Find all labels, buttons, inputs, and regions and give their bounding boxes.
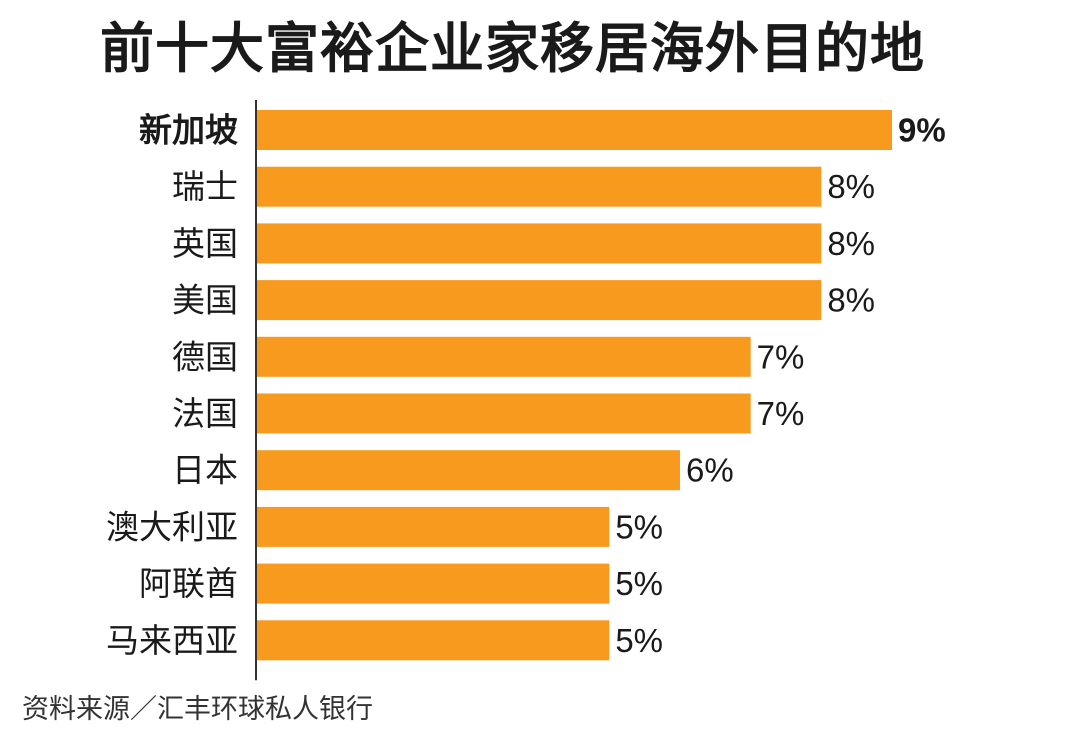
bar-0 <box>256 110 892 150</box>
category-label-2: 英国 <box>172 224 238 263</box>
category-label-5: 法国 <box>172 394 238 433</box>
value-label-7: 5% <box>615 508 663 545</box>
value-label-1: 8% <box>827 168 875 205</box>
source-note: 资料来源／汇丰环球私人银行 <box>22 694 373 725</box>
value-label-3: 8% <box>827 282 875 319</box>
category-label-0: 新加坡 <box>139 111 238 150</box>
bar-7 <box>256 506 610 547</box>
value-label-6: 6% <box>686 452 734 489</box>
bar-1 <box>256 166 822 207</box>
category-label-9: 马来西亚 <box>106 621 238 660</box>
bar-8 <box>256 563 610 604</box>
category-label-6: 日本 <box>172 451 238 490</box>
chart-title: 前十大富裕企业家移居海外目的地 <box>100 17 925 80</box>
category-label-4: 德国 <box>172 337 238 376</box>
bar-4 <box>256 336 751 377</box>
value-label-4: 7% <box>757 338 805 375</box>
category-label-8: 阿联酋 <box>139 564 238 603</box>
bar-chart: 新加坡 9% 瑞士 8% 英国 8% 美国 8% 德国 7% 法国 7% 日本 6% 澳大利亚 5% 阿联酋 5%… <box>106 100 946 681</box>
bar-6 <box>256 450 680 491</box>
value-label-5: 7% <box>757 395 805 432</box>
category-label-3: 美国 <box>172 281 238 320</box>
value-label-9: 5% <box>615 622 663 659</box>
bar-5 <box>256 393 751 434</box>
bars-layer: 新加坡 9% 瑞士 8% 英国 8% 美国 8% 德国 7% 法国 7% 日本 6% 澳大利亚 5% 阿联酋 5%… <box>106 110 946 661</box>
value-label-0: 9% <box>898 112 946 149</box>
value-label-2: 8% <box>827 225 875 262</box>
category-label-1: 瑞士 <box>172 167 238 206</box>
category-label-7: 澳大利亚 <box>106 507 238 546</box>
bar-9 <box>256 620 610 661</box>
value-label-8: 5% <box>615 565 663 602</box>
bar-3 <box>256 280 822 321</box>
bar-2 <box>256 223 822 264</box>
